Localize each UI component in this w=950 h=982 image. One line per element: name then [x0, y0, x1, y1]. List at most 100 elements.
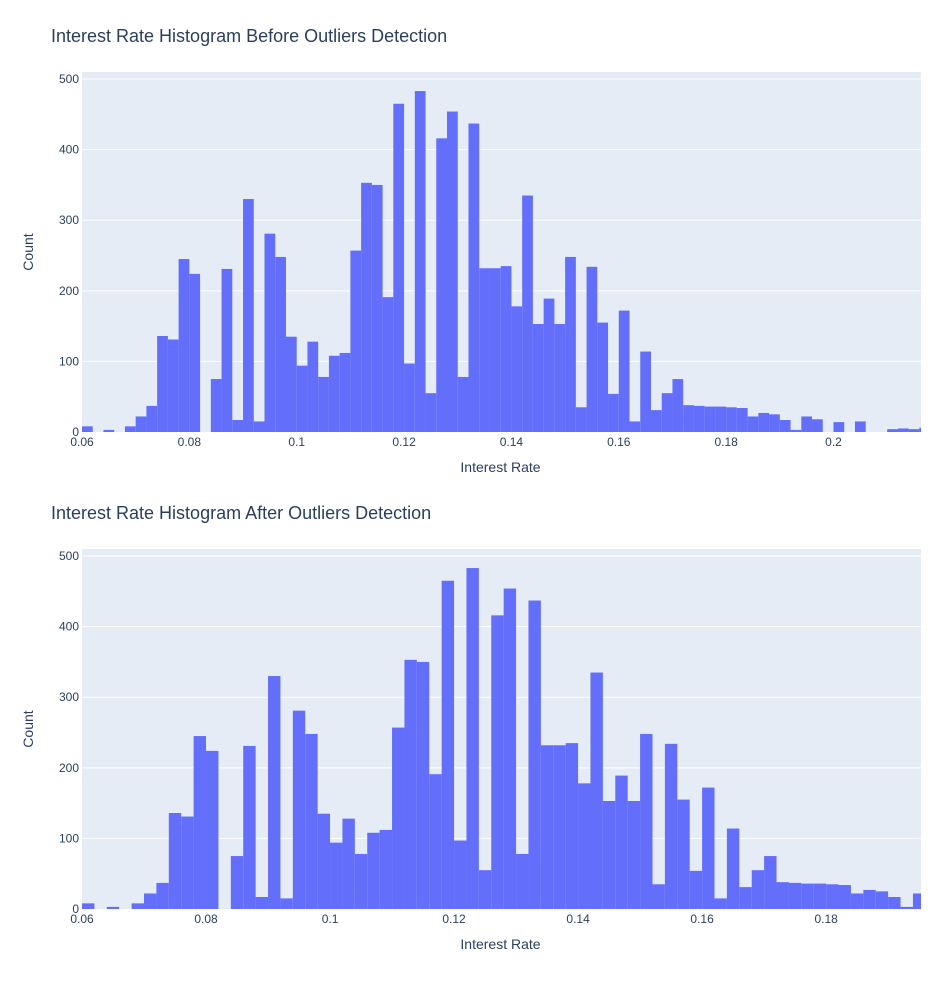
- histogram-bar: [268, 676, 281, 909]
- histogram-bar: [565, 743, 579, 909]
- histogram-bar: [590, 672, 603, 909]
- histogram-bar: [156, 882, 169, 909]
- histogram-bar: [181, 816, 194, 909]
- histogram-bar: [887, 429, 898, 432]
- histogram-bar: [689, 870, 703, 909]
- histogram-bar: [769, 414, 780, 432]
- histogram-bar: [328, 355, 340, 432]
- histogram-bar: [875, 891, 889, 909]
- histogram-bar: [330, 842, 343, 909]
- histogram-bar: [801, 416, 813, 432]
- histogram-bar: [522, 195, 533, 432]
- histogram-bar: [736, 408, 748, 432]
- x-tick-label: 0.12: [392, 435, 416, 449]
- x-tick-label: 0.06: [70, 435, 94, 449]
- histogram-bar: [144, 893, 157, 909]
- histogram-bar: [379, 829, 393, 909]
- y-tick-label: 500: [59, 72, 79, 86]
- x-tick-label: 0.12: [442, 912, 466, 926]
- histogram-bar: [629, 421, 641, 432]
- y-tick-label: 300: [59, 213, 79, 227]
- histogram-bar: [468, 123, 480, 432]
- histogram-bar: [726, 407, 737, 432]
- bars: [82, 91, 921, 432]
- x-tick-label: 0.08: [178, 435, 202, 449]
- histogram-bar: [178, 259, 190, 432]
- histogram-bar: [447, 111, 458, 432]
- histogram-bar: [253, 421, 265, 432]
- histogram-bar: [404, 659, 417, 909]
- histogram-bar: [747, 416, 759, 432]
- histogram-bar: [106, 906, 120, 909]
- histogram-bar: [693, 405, 705, 432]
- histogram-bar: [578, 783, 591, 909]
- histogram-bar: [414, 91, 426, 432]
- y-tick-label: 100: [59, 831, 79, 845]
- y-axis-title: Count: [20, 710, 36, 747]
- histogram-bar: [189, 273, 201, 432]
- x-tick-label: 0.18: [814, 912, 838, 926]
- histogram-bar: [726, 828, 740, 909]
- histogram-bar: [466, 568, 479, 909]
- x-tick-label: 0.08: [194, 912, 218, 926]
- histogram-bar: [371, 184, 383, 432]
- histogram-bar: [813, 883, 827, 909]
- histogram-bar: [850, 893, 864, 909]
- histogram-bar: [307, 341, 319, 432]
- histogram-bar: [221, 268, 233, 432]
- x-tick-label: 0.16: [690, 912, 714, 926]
- x-tick-label: 0.14: [500, 435, 524, 449]
- histogram-bar: [650, 410, 662, 432]
- histogram-bar: [788, 882, 802, 909]
- x-tick-label: 0.1: [288, 435, 305, 449]
- histogram-bar: [230, 856, 244, 909]
- histogram-bar: [280, 898, 293, 909]
- histogram-bar: [404, 363, 415, 432]
- x-tick-label: 0.2: [825, 435, 842, 449]
- x-tick-label: 0.1: [322, 912, 339, 926]
- histogram-bar: [575, 407, 587, 432]
- x-tick-label: 0.16: [607, 435, 631, 449]
- histogram-bar: [500, 266, 512, 432]
- histogram-bar: [528, 600, 541, 909]
- histogram-bar: [540, 745, 554, 909]
- histogram-bar: [393, 103, 405, 432]
- y-tick-label: 100: [59, 354, 79, 368]
- y-tick-label: 300: [59, 690, 79, 704]
- histogram-bar: [854, 421, 866, 432]
- histogram-bar: [908, 429, 920, 432]
- histogram-bar: [776, 882, 789, 909]
- histogram-bar: [664, 743, 678, 909]
- y-tick-label: 200: [59, 761, 79, 775]
- histogram-bar: [285, 336, 297, 432]
- histogram-bar: [206, 750, 219, 909]
- histogram-bar: [243, 745, 256, 909]
- histogram-bar: [416, 661, 430, 909]
- histogram-bar: [615, 775, 628, 909]
- histogram-bar: [124, 426, 136, 432]
- histogram-bar: [608, 393, 619, 432]
- x-axis-title: Interest Rate: [460, 459, 540, 475]
- histogram-bar: [131, 903, 145, 909]
- histogram-bar: [751, 870, 765, 909]
- histogram-bar: [210, 379, 222, 432]
- histogram-bar: [429, 774, 442, 909]
- histogram-bar: [790, 429, 802, 432]
- histogram-bar: [919, 427, 921, 432]
- histogram-bar: [888, 897, 901, 909]
- histogram-bar: [243, 199, 254, 432]
- histogram-bar: [135, 416, 147, 432]
- histogram-bar: [826, 884, 839, 909]
- histogram-bar: [672, 379, 684, 432]
- histogram-bar: [146, 405, 158, 432]
- y-tick-label: 400: [59, 143, 79, 157]
- y-tick-label: 200: [59, 284, 79, 298]
- x-tick-label: 0.06: [70, 912, 94, 926]
- histogram-bar: [602, 801, 616, 909]
- histogram-bar: [441, 580, 455, 909]
- histogram-bar: [296, 365, 308, 432]
- histogram-bar: [491, 615, 504, 909]
- y-tick-label: 0: [72, 425, 79, 439]
- chart-title-after: Interest Rate Histogram After Outliers D…: [51, 503, 432, 523]
- histogram-bar: [683, 405, 694, 432]
